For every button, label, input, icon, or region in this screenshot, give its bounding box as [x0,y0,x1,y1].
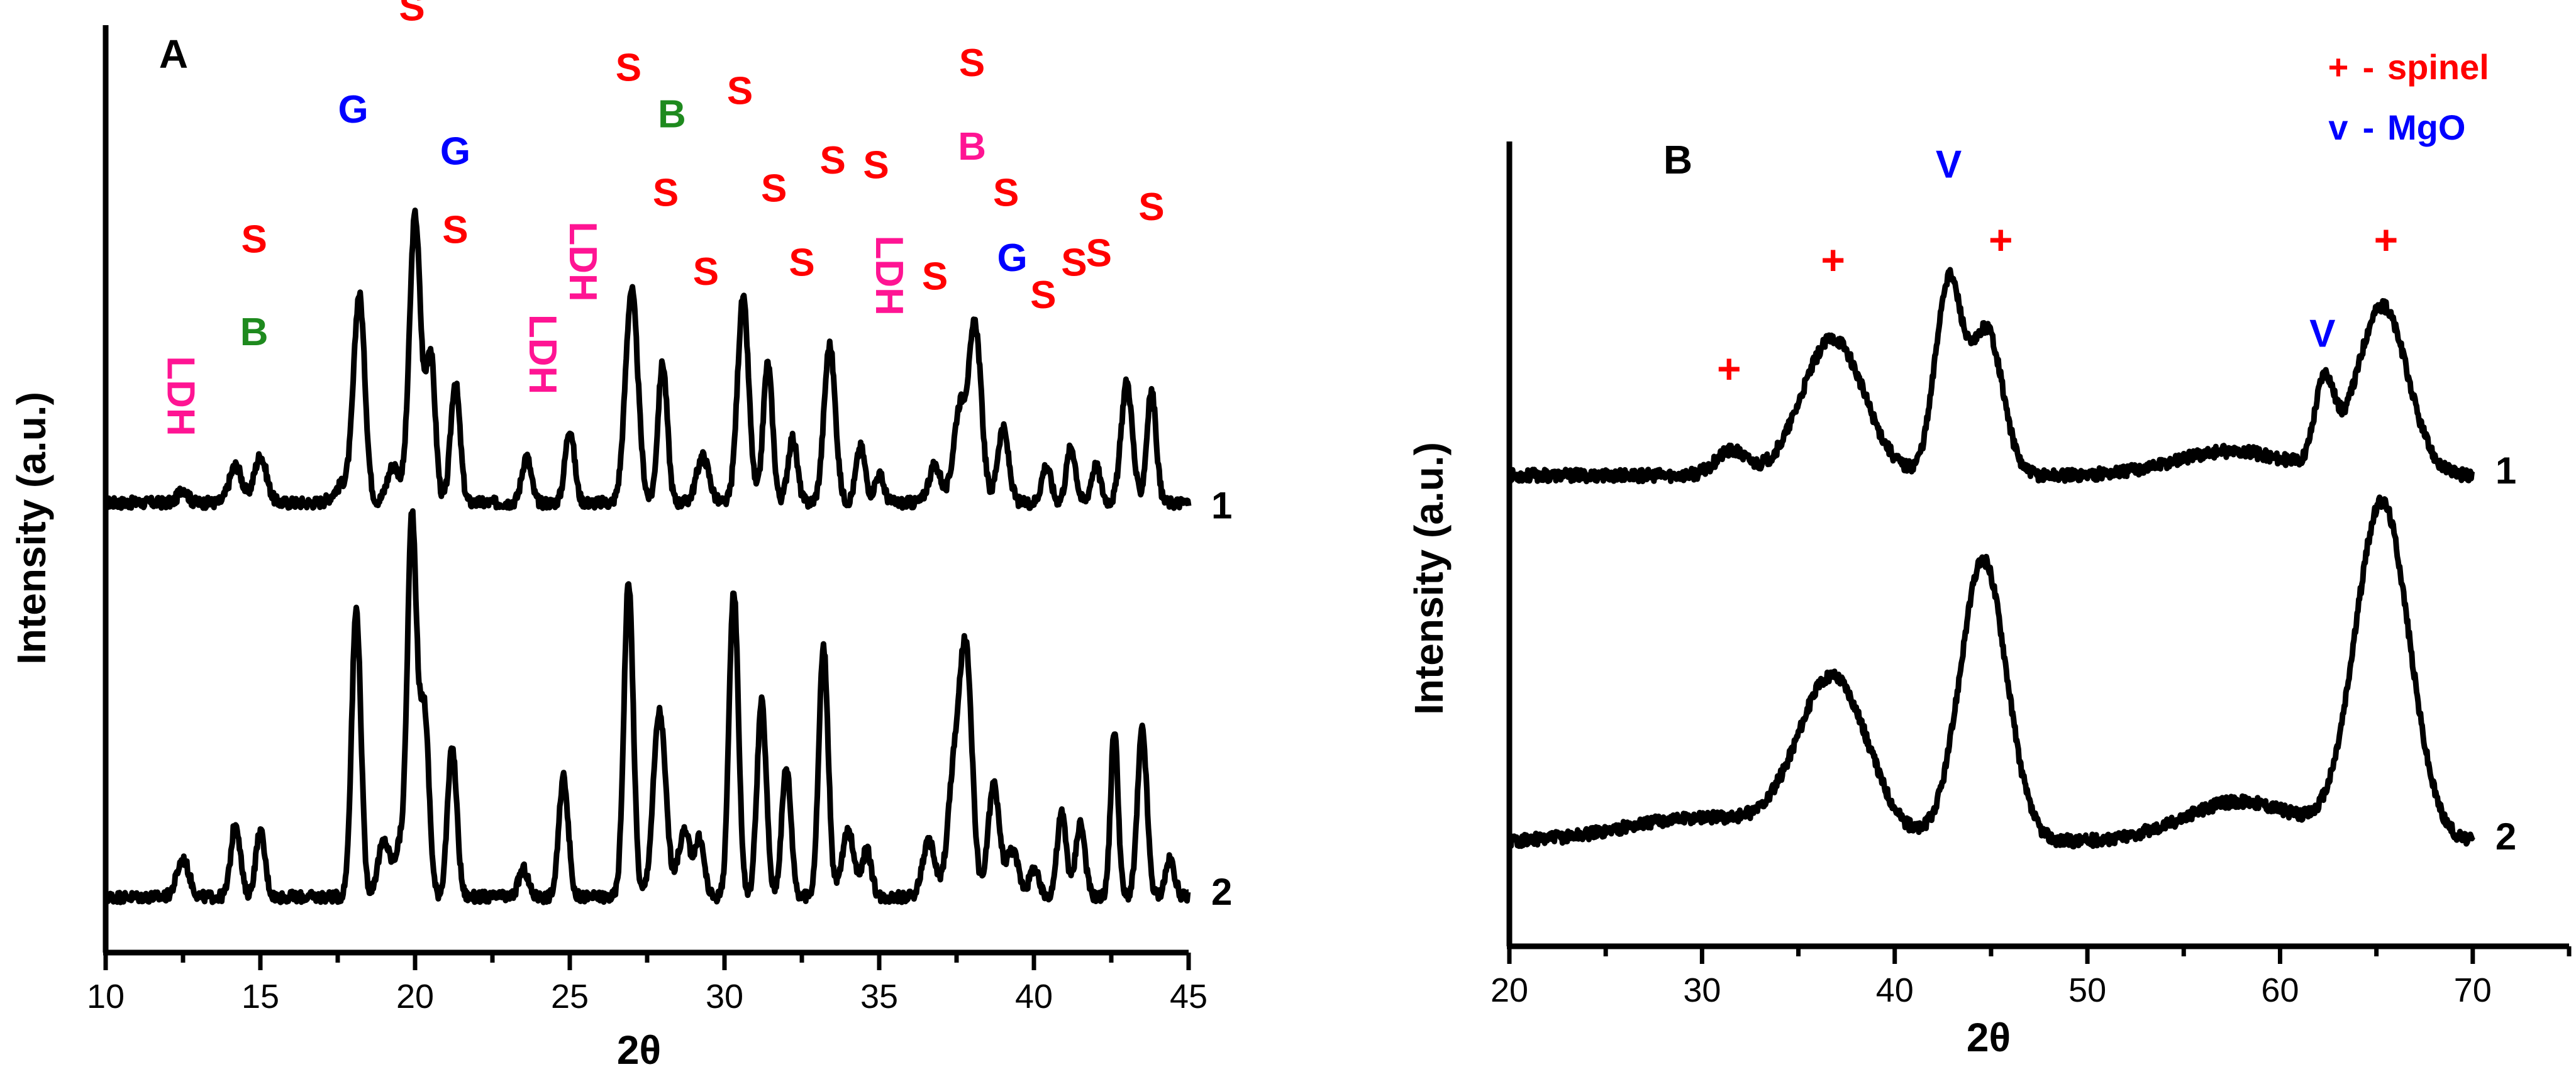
x-tick-label: 20 [396,978,434,1015]
series-1-line [103,207,1192,511]
peak-annotation: G [440,130,470,173]
peak-annotation: + [1717,345,1741,392]
x-tick-label: 40 [1015,978,1053,1015]
peak-annotation: + [1989,216,2013,263]
series-2-line [103,508,1191,905]
x-tick-label: 25 [551,978,589,1015]
peak-annotation: G [997,236,1027,280]
peak-annotation: G [338,88,368,131]
legend: + - spinel v - MgO [2328,47,2489,147]
x-tick-label: 20 [1491,971,1528,1009]
x-tick-label: 30 [706,978,743,1015]
peak-annotation: V [1936,143,1962,187]
peak-annotation: S [922,255,948,298]
peak-annotation: S [1061,241,1087,284]
peak-annotation: S [727,69,753,113]
peak-annotation: S [761,167,787,210]
legend-symbol-spinel: + [2328,47,2349,87]
legend-dash-spinel: - [2363,47,2375,87]
peak-annotation: LDH [561,221,604,301]
series-1-label: 1 [2496,450,2516,492]
series-2-line [1507,494,2475,849]
series-1-label: 1 [1211,485,1232,527]
x-tick-label: 45 [1170,978,1208,1015]
peak-annotation: S [241,218,267,261]
peak-annotation: B [240,311,269,354]
x-tick-label: 40 [1876,971,1914,1009]
y-axis-label: Intensity (a.u.) [1406,442,1452,715]
legend-entry-mgo: v - MgO [2328,108,2465,147]
series-2-label: 2 [2496,816,2516,858]
peak-annotation: S [399,0,425,30]
peak-annotation: B [958,125,986,169]
peak-annotation: S [653,172,679,215]
legend-dash-mgo: - [2363,108,2375,147]
peak-annotation: S [1086,232,1112,275]
legend-symbol-mgo: v [2328,108,2348,147]
peak-annotation: LDH [521,314,564,394]
legend-label-spinel: spinel [2387,47,2489,87]
peak-annotation: V [2309,312,2335,355]
x-tick-label: 30 [1683,971,1721,1009]
peak-annotation: S [616,47,641,90]
x-tick-label: 60 [2261,971,2299,1009]
peak-annotation: + [1821,236,1845,283]
legend-entry-spinel: + - spinel [2328,47,2489,87]
x-tick-label: 50 [2068,971,2106,1009]
x-tick-label: 70 [2454,971,2492,1009]
panel-a: 10 15 20 25 30 35 40 45 2θ Intensity (a.u.) A 1 2 LDH… [9,0,1232,1073]
peak-annotation: LDH [867,236,911,316]
x-tick-label: 15 [242,978,279,1015]
series-1-line [1506,267,2475,485]
y-axis-label: Intensity (a.u.) [9,392,54,665]
peak-annotation: S [959,41,985,85]
x-axis-label: 2θ [1967,1015,2011,1060]
panel-label: A [159,31,188,77]
x-tick-label: 10 [87,978,125,1015]
peak-annotation: S [1138,185,1164,229]
peak-annotation: S [693,250,719,294]
peak-annotation: LDH [158,356,202,436]
peak-annotation: S [820,139,846,182]
legend-label-mgo: MgO [2387,108,2465,147]
peak-annotation: B [658,92,686,136]
peak-annotation: S [993,172,1019,215]
x-axis-label: 2θ [617,1027,661,1073]
panel-label: B [1663,137,1692,182]
peak-annotation: S [863,143,889,187]
peak-annotation: S [789,241,814,284]
series-2-label: 2 [1211,871,1232,913]
panel-b: 20 30 40 50 60 70 2θ Intensity (a.u.) B 1 2 + + V + V + [1406,137,2572,1060]
peak-annotation: S [1030,274,1056,317]
x-tick-label: 35 [860,978,898,1015]
peak-annotation: + [2374,216,2399,263]
peak-annotation: S [442,209,468,252]
